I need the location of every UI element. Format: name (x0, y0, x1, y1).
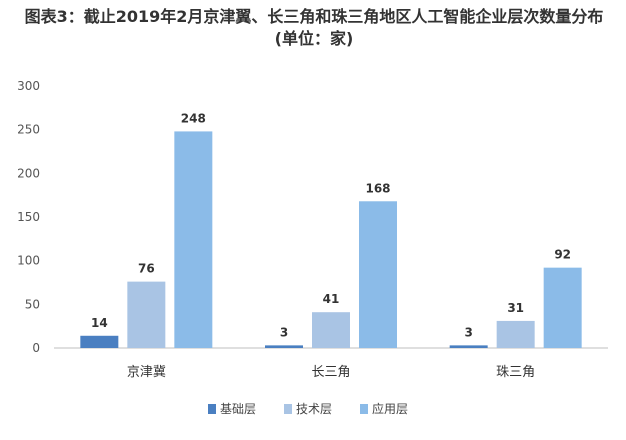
legend: 基础层 技术层 应用层 (208, 401, 408, 416)
bar-3-2 (359, 201, 397, 348)
chart-title: 图表3：截止2019年2月京津翼、长三角和珠三角地区人工智能企业层次数量分布(单… (24, 7, 604, 48)
data-label: 92 (554, 248, 571, 262)
bar-3-1 (174, 131, 213, 348)
x-tick-label: 长三角 (311, 365, 350, 380)
bar-1-2 (265, 345, 303, 348)
x-tick-label: 京津冀 (127, 364, 166, 380)
y-tick-label: 200 (17, 166, 40, 180)
labels-layer: 14 76 248 3 41 168 3 31 92 (91, 111, 571, 339)
y-tick-label: 250 (17, 123, 40, 137)
bar-1-3 (449, 345, 488, 348)
data-label: 76 (138, 262, 155, 276)
data-label: 3 (464, 325, 472, 339)
legend-label: 应用层 (372, 401, 408, 416)
bar-2-3 (496, 320, 535, 348)
data-label: 248 (181, 111, 206, 125)
legend-swatch (360, 404, 368, 414)
y-tick-label: 100 (17, 254, 40, 268)
y-tick-label: 300 (17, 79, 40, 93)
data-label: 31 (507, 301, 524, 315)
y-tick-label: 0 (32, 341, 40, 355)
x-tick-label: 珠三角 (496, 365, 535, 380)
data-label: 14 (91, 316, 108, 330)
data-label: 3 (280, 325, 288, 339)
legend-label: 基础层 (220, 402, 256, 416)
legend-swatch (284, 404, 292, 414)
bar-2-1 (127, 281, 166, 348)
legend-swatch (208, 404, 216, 414)
bar-1-1 (80, 335, 119, 348)
y-tick-label: 50 (25, 297, 40, 311)
y-tick-label: 150 (17, 210, 40, 224)
legend-label: 技术层 (296, 402, 332, 416)
bar-3-3 (543, 267, 582, 348)
bars-layer (80, 131, 582, 348)
bar-2-2 (312, 312, 350, 348)
data-label: 168 (365, 181, 390, 195)
data-label: 41 (323, 292, 340, 306)
